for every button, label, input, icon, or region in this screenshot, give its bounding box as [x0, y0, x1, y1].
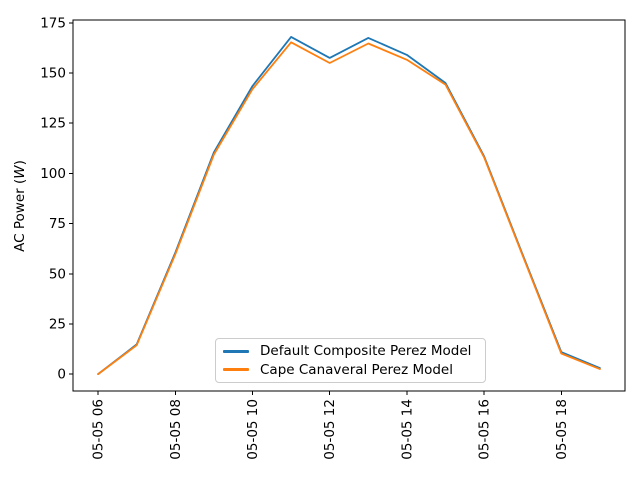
y-tick-label: 50: [49, 266, 66, 282]
y-tick-label: 0: [57, 367, 66, 383]
x-tick-label: 05-05 12: [322, 399, 338, 460]
x-tick-label: 05-05 14: [399, 399, 415, 460]
x-tick-label: 05-05 10: [245, 399, 261, 460]
x-tick-label: 05-05 08: [168, 399, 184, 460]
y-axis-label-math-symbol: W: [12, 165, 28, 179]
y-axis-label-suffix: ): [12, 160, 28, 165]
y-tick-label: 125: [40, 116, 66, 132]
y-tick-label: 100: [40, 166, 66, 182]
legend-label: Cape Canaveral Perez Model: [260, 361, 453, 378]
legend-item: Default Composite Perez Model: [223, 343, 477, 359]
series-line-cape-canaveral: [97, 41, 601, 376]
y-axis-label-prefix: AC Power (: [12, 179, 28, 252]
legend: Default Composite Perez Model Cape Canav…: [215, 338, 486, 383]
y-tick-label: 75: [49, 216, 66, 232]
x-tick-label: 05-05 18: [554, 399, 570, 460]
y-tick-label: 150: [40, 66, 66, 82]
axes-frame: [72, 19, 626, 392]
legend-line-swatch: [223, 368, 249, 371]
legend-line-swatch: [223, 350, 249, 353]
y-axis-label: AC Power (W): [12, 160, 28, 252]
axis-ticks: 0 25 50 75 100 125 150 175 05-05 06 05-05 08 05-05…: [40, 15, 570, 459]
legend-item: Cape Canaveral Perez Model: [223, 362, 477, 378]
legend-label: Default Composite Perez Model: [260, 343, 472, 360]
series-lines: [97, 36, 601, 376]
x-tick-label: 05-05 16: [477, 399, 493, 460]
y-tick-label: 175: [40, 15, 66, 31]
x-tick-label: 05-05 06: [91, 399, 107, 460]
series-line-default-composite: [97, 36, 601, 376]
y-tick-label: 25: [49, 316, 66, 332]
